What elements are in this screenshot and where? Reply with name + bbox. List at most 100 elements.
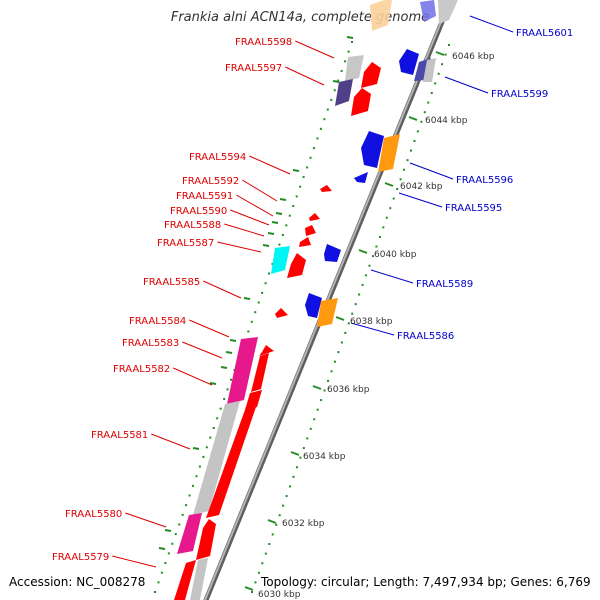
gene-label-reverse: FRAAL5586	[397, 331, 454, 342]
track-dot	[430, 91, 433, 94]
track-dot	[309, 156, 312, 159]
track-dot	[185, 504, 188, 507]
topology-label: Topology: circular; Length: 7,497,934 bp…	[261, 575, 591, 589]
track-dot	[292, 205, 295, 208]
gene-label-reverse: FRAAL5601	[516, 28, 573, 39]
track-dot	[257, 301, 260, 304]
leader-line-forward	[236, 194, 274, 217]
track-dot	[299, 185, 302, 188]
gene-fraal5586-blue	[305, 293, 322, 318]
track-dot	[264, 552, 267, 555]
track-dot	[330, 370, 333, 373]
gene-label-forward: FRAAL5590	[170, 206, 227, 217]
gene-position-mark	[164, 529, 172, 532]
track-dot	[289, 485, 292, 488]
gene-position-mark	[267, 232, 275, 235]
track-dot	[319, 127, 322, 130]
track-dot	[382, 226, 385, 229]
gene-fraal5597-red	[351, 88, 371, 116]
scale-tick-label: 6038 kbp	[350, 317, 393, 327]
track-dot	[302, 176, 305, 179]
track-dot	[167, 552, 170, 555]
track-dot	[268, 272, 271, 275]
track-dot	[444, 53, 447, 56]
leader-line-forward	[285, 66, 325, 86]
track-dot	[250, 320, 253, 323]
leader-line-reverse	[398, 192, 443, 208]
gene-label-forward: FRAAL5581	[91, 430, 148, 441]
track-dot	[351, 41, 353, 43]
gene-label-forward: FRAAL5592	[182, 176, 239, 187]
track-dot	[275, 523, 278, 526]
scale-tick	[267, 519, 277, 524]
track-dot	[368, 264, 371, 267]
label-leader-lines	[112, 15, 514, 568]
leader-line-forward	[203, 280, 242, 299]
track-dot	[420, 120, 423, 123]
gene-position-mark	[275, 212, 283, 215]
track-dot	[333, 360, 336, 363]
track-dot	[437, 72, 440, 75]
inner-dotted-track	[251, 44, 450, 593]
gene-fraal5586-orange	[317, 298, 338, 327]
track-dot	[285, 224, 288, 227]
track-dot	[399, 178, 402, 181]
gene-block-top-orange	[370, 0, 392, 31]
gene-fraal5598-grey	[345, 55, 364, 81]
gene-position-mark	[243, 297, 251, 300]
track-dot	[299, 456, 302, 459]
gene-fraal5594-red	[320, 185, 332, 192]
track-dot	[268, 543, 271, 546]
track-dot	[344, 60, 347, 63]
track-dot	[385, 216, 388, 219]
accession-label: Accession: NC_008278	[9, 575, 146, 589]
gene-fraal5587-red	[287, 253, 306, 278]
track-dot	[160, 571, 163, 574]
track-dot	[254, 581, 257, 584]
gene-position-mark	[209, 382, 217, 385]
gene-fraal5583-red	[251, 353, 269, 392]
gene-features	[174, 0, 458, 600]
gene-fraal5580-pink	[177, 513, 202, 554]
track-dot	[427, 101, 430, 104]
scale-tick	[244, 586, 254, 591]
track-dot	[361, 283, 364, 286]
gene-label-forward: FRAAL5582	[113, 364, 170, 375]
gene-position-mark	[292, 169, 300, 172]
scale-tick	[312, 385, 322, 390]
leader-line-forward	[249, 155, 291, 175]
gene-fraal5596-blue	[361, 131, 384, 168]
track-dot	[264, 282, 267, 285]
leader-line-reverse	[469, 15, 514, 33]
scale-tick-label: 6036 kbp	[327, 385, 370, 395]
gene-position-mark	[332, 80, 340, 83]
track-dot	[365, 274, 368, 277]
track-dot	[261, 291, 264, 294]
track-dot	[295, 195, 298, 198]
track-dot	[340, 69, 343, 72]
track-dot	[340, 341, 343, 344]
leader-line-forward	[173, 367, 213, 386]
track-dot	[347, 50, 350, 53]
track-dot	[295, 466, 298, 469]
leader-line-forward	[182, 341, 223, 359]
track-dot	[371, 255, 374, 258]
track-dot	[323, 118, 326, 121]
scale-tick-label: 6034 kbp	[303, 452, 346, 462]
track-dot	[226, 388, 229, 391]
gene-label-reverse: FRAAL5596	[456, 175, 513, 186]
track-dot	[288, 214, 291, 217]
gene-position-mark	[262, 244, 270, 247]
gene-labels: FRAAL5598 FRAAL5597 FRAAL5594 FRAAL5592 FRAA…	[52, 28, 573, 563]
gene-label-forward: FRAAL5594	[189, 152, 246, 163]
leader-line-reverse	[370, 269, 414, 284]
track-dot	[351, 312, 354, 315]
gene-position-mark	[271, 221, 279, 224]
scale-tick-label: 6044 kbp	[425, 116, 468, 126]
track-dot	[337, 79, 340, 82]
scale-tick	[358, 249, 368, 254]
gene-fraal5582-red	[245, 390, 262, 410]
gene-label-forward: FRAAL5585	[143, 277, 200, 288]
track-dot	[392, 197, 395, 200]
gene-block-top-blue	[420, 0, 436, 22]
